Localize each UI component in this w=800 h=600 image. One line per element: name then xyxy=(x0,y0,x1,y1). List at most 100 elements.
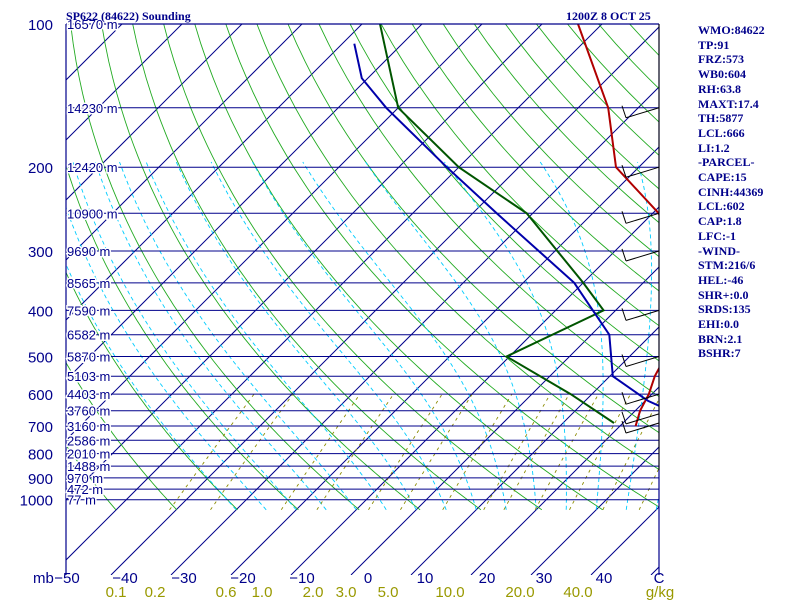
mixing-ratio-line xyxy=(400,393,473,511)
temperature-tick-label: −20 xyxy=(230,570,255,587)
mixing-ratio-line xyxy=(368,393,443,511)
wind-barb-flag xyxy=(621,420,627,434)
height-label: 77 m xyxy=(67,493,96,508)
mixing-ratio-tick-label: g/kg xyxy=(646,584,674,600)
dry-adiabat xyxy=(380,24,659,327)
temperature-tick-label: 0 xyxy=(364,570,372,587)
stat-hel: HEL:-46 xyxy=(698,272,744,287)
moist-adiabat xyxy=(365,161,537,510)
stat-shr: SHR+:0.0 xyxy=(698,287,749,302)
dry-adiabat xyxy=(225,24,659,508)
dry-adiabat xyxy=(349,24,659,362)
temperature-tick-label: −30 xyxy=(171,570,196,587)
moist-adiabat xyxy=(625,161,653,510)
temperature-tick-label: 20 xyxy=(479,570,496,587)
isotherm-line xyxy=(410,326,659,575)
pressure-tick-label: 400 xyxy=(28,303,53,320)
dry-adiabat xyxy=(318,24,659,398)
pressure-tick-label: 800 xyxy=(28,447,53,464)
moist-adiabat xyxy=(145,161,387,511)
height-label: 6582 m xyxy=(67,328,110,343)
height-label: 472 m xyxy=(67,482,103,497)
moist-adiabat xyxy=(210,161,447,510)
wind-barb-flag xyxy=(621,211,627,224)
pressure-tick-label: 900 xyxy=(28,471,53,488)
temperature-tick-label: −10 xyxy=(289,570,314,587)
moist-adiabat xyxy=(66,206,267,511)
dry-adiabat xyxy=(473,24,659,224)
isotherm-line xyxy=(350,266,659,575)
isotherm-line xyxy=(290,206,659,575)
temperature-tick-label: −40 xyxy=(112,570,137,587)
mixing-ratio-tick-label: 0.1 xyxy=(106,584,127,600)
height-label: 4403 m xyxy=(67,387,110,402)
isotherm-line xyxy=(230,146,659,575)
temperature-tick-label: 40 xyxy=(596,570,613,587)
height-label: 2586 m xyxy=(67,433,110,448)
stat-srds: SRDS:135 xyxy=(698,302,751,317)
stat-cape: CAPE:15 xyxy=(698,170,747,185)
dry-adiabats xyxy=(66,24,659,511)
height-label: 3760 m xyxy=(67,404,110,419)
mixing-ratio-tick-label: 40.0 xyxy=(563,584,592,600)
isotherm-line xyxy=(66,24,423,381)
stat-bshr: BSHR:7 xyxy=(698,346,741,361)
mixing-ratio-line xyxy=(483,393,551,511)
stat-th: TH:5877 xyxy=(698,111,744,126)
isotherm-line xyxy=(66,24,543,501)
axis-labels: 16570 m 14230 m 12420 m 10900 m 9690 m 8565 m… xyxy=(20,16,675,600)
temperature-tick-label: C xyxy=(654,570,665,587)
pressure-unit-label: mb xyxy=(33,570,54,587)
dry-adiabat xyxy=(66,361,178,511)
mixing-ratio-tick-label: 1.0 xyxy=(252,584,273,600)
dry-adiabat xyxy=(287,24,659,434)
stat-li: LI:1.2 xyxy=(698,140,730,155)
height-label: 5103 m xyxy=(67,369,110,384)
height-label: 1488 m xyxy=(67,459,110,474)
dry-adiabat xyxy=(101,24,421,511)
dry-adiabat xyxy=(132,24,482,511)
wind-barb-flag xyxy=(621,248,627,262)
stat-ehi: EHI:0.0 xyxy=(698,317,740,332)
sounding-time: 1200Z 8 OCT 25 xyxy=(566,9,651,23)
isotherm-line xyxy=(66,24,183,141)
dry-adiabat xyxy=(163,24,543,511)
wind-barb xyxy=(625,309,660,321)
isobars xyxy=(66,24,659,501)
dry-adiabat xyxy=(194,24,603,511)
height-label: 10900 m xyxy=(67,206,118,221)
stat-cap: CAP:1.8 xyxy=(698,214,742,229)
height-label: 14230 m xyxy=(67,101,118,116)
height-label: 5870 m xyxy=(67,350,110,365)
mixing-ratio-line xyxy=(638,467,659,510)
wind-barb xyxy=(625,107,660,119)
height-label: 3160 m xyxy=(67,419,110,434)
wind-barb-flag xyxy=(621,392,627,405)
isotherms xyxy=(66,24,659,575)
pressure-tick-label: 200 xyxy=(28,160,53,177)
wind-barb xyxy=(625,393,660,405)
temperature-tick-label: −50 xyxy=(54,570,79,587)
stat-cinh: CINH:44369 xyxy=(698,184,764,199)
height-label: 16570 m xyxy=(67,17,118,32)
wind-barb-flag xyxy=(621,165,627,178)
wind-barb-flag xyxy=(621,105,627,118)
mixing-ratio-tick-label: 2.0 xyxy=(303,584,324,600)
pressure-tick-label: 700 xyxy=(28,419,53,436)
wind-barb xyxy=(625,250,660,262)
height-label: 7590 m xyxy=(67,303,110,318)
wind-barb xyxy=(625,356,660,367)
dry-adiabat xyxy=(66,444,117,511)
isotherm-line xyxy=(530,446,659,575)
stat-stm: STM:216/6 xyxy=(698,258,756,273)
stat-frz: FRZ:573 xyxy=(698,52,744,67)
dry-adiabat xyxy=(66,271,238,511)
parcel-profile-line xyxy=(353,43,659,407)
height-label: 970 m xyxy=(67,471,103,486)
temperature-profile-line xyxy=(577,24,659,427)
pressure-tick-label: 300 xyxy=(28,244,53,261)
mixing-ratio-tick-label: 10.0 xyxy=(435,584,464,600)
mixing-ratio-lines xyxy=(169,393,659,511)
stat-brn: BRN:2.1 xyxy=(698,331,743,346)
wind-barbs xyxy=(621,24,660,470)
